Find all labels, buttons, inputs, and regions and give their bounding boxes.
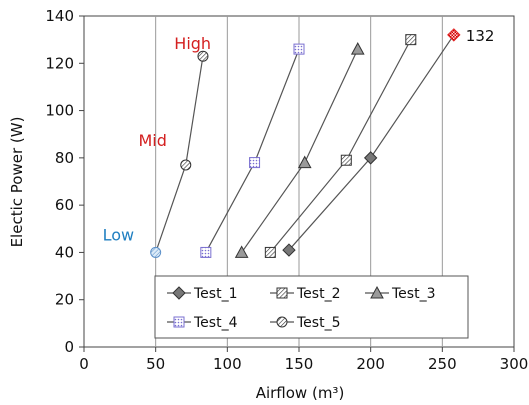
- legend: Test_1 Test_2 Test_3 Test_4 Test_5: [154, 275, 469, 339]
- annotation-high: High: [174, 34, 211, 53]
- legend-box: [154, 275, 469, 339]
- legend-label-test-4: Test_4: [193, 315, 238, 331]
- y-tick-label: 0: [64, 338, 74, 356]
- x-tick-label: 50: [146, 355, 165, 373]
- legend-label-test-1: Test_1: [193, 286, 237, 302]
- y-tick-label: 140: [45, 7, 74, 25]
- y-tick-label: 40: [55, 243, 74, 261]
- annotation-low: Low: [103, 226, 135, 245]
- y-tick-label: 20: [55, 291, 74, 309]
- x-tick-label: 200: [356, 355, 385, 373]
- point-test-2-1: [264, 246, 276, 258]
- x-tick-label: 250: [428, 355, 457, 373]
- point-test-3-2: [297, 155, 312, 169]
- legend-marker-test-3: [370, 285, 384, 299]
- point-test-5-2: [180, 159, 192, 171]
- point-test-2-3: [405, 34, 417, 46]
- data-label-max: 132: [466, 27, 495, 45]
- legend-marker-test-5: [276, 316, 288, 328]
- legend-label-test-2: Test_2: [296, 286, 340, 302]
- point-test-5-1: [150, 246, 162, 258]
- x-tick-label: 100: [213, 355, 242, 373]
- y-tick-label: 60: [55, 196, 74, 214]
- point-test-5-3: [197, 50, 209, 62]
- legend-marker-test-1: [172, 286, 186, 300]
- x-axis-title: Airflow (m³): [256, 384, 345, 402]
- annotations: 132 High Mid Low: [103, 27, 495, 245]
- y-tick-label: 80: [55, 149, 74, 167]
- y-axis-ticks: 0 20 40 60 80 100 120 140: [45, 7, 84, 356]
- y-axis-title: Electic Power (W): [8, 117, 26, 248]
- x-tick-label: 0: [79, 355, 89, 373]
- point-test-3-3: [350, 42, 365, 55]
- y-tick-label: 120: [45, 54, 74, 72]
- legend-marker-test-4: [173, 316, 185, 328]
- point-test-4-3: [293, 43, 305, 55]
- annotation-mid: Mid: [138, 131, 166, 150]
- point-test-1-1: [282, 243, 296, 257]
- x-axis-ticks: 0 50 100 150 200 250 300: [79, 347, 528, 373]
- point-test-3-1: [234, 245, 249, 258]
- point-test-1-3: [447, 28, 461, 42]
- point-test-2-2: [340, 154, 352, 166]
- legend-marker-test-2: [276, 287, 288, 299]
- series-markers: [150, 28, 461, 258]
- y-tick-label: 100: [45, 102, 74, 120]
- x-tick-label: 150: [285, 355, 314, 373]
- point-test-4-1: [200, 246, 212, 258]
- point-test-4-2: [249, 157, 261, 169]
- x-tick-label: 300: [500, 355, 529, 373]
- point-test-1-2: [363, 151, 378, 165]
- legend-label-test-5: Test_5: [296, 315, 340, 331]
- legend-label-test-3: Test_3: [391, 286, 435, 302]
